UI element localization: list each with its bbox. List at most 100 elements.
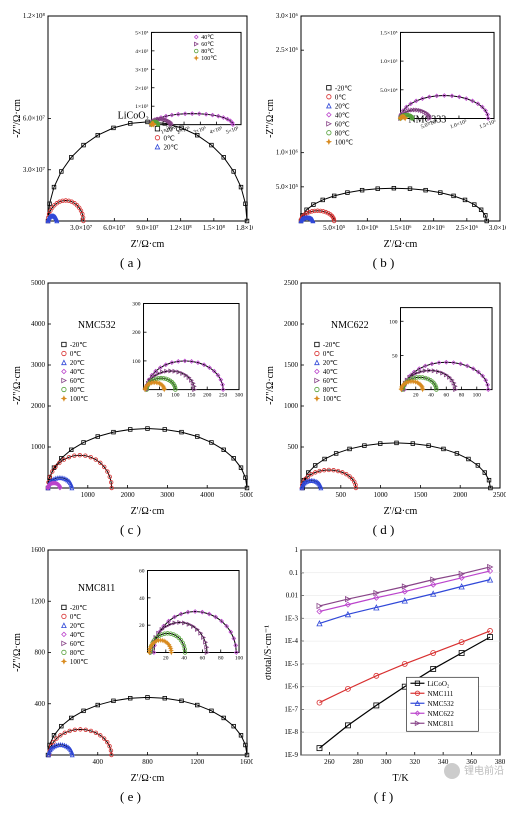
svg-text:4000: 4000 bbox=[200, 491, 215, 499]
svg-text:100: 100 bbox=[389, 319, 398, 325]
svg-text:40℃: 40℃ bbox=[201, 35, 214, 41]
svg-text:50: 50 bbox=[392, 353, 398, 359]
svg-text:100℃: 100℃ bbox=[335, 138, 354, 146]
svg-text:2000: 2000 bbox=[453, 491, 468, 499]
svg-text:1.0×10⁶: 1.0×10⁶ bbox=[276, 149, 299, 157]
svg-text:NMC811: NMC811 bbox=[78, 583, 115, 594]
svg-text:250: 250 bbox=[219, 393, 228, 399]
svg-text:260: 260 bbox=[324, 758, 335, 766]
line-panel-f: 2602803003203403603801E-91E-81E-71E-61E-… bbox=[261, 542, 506, 787]
svg-text:-Z''/Ω·cm: -Z''/Ω·cm bbox=[12, 633, 23, 672]
svg-text:2000: 2000 bbox=[121, 491, 136, 499]
svg-text:1.2×10⁸: 1.2×10⁸ bbox=[23, 12, 46, 20]
svg-text:4000: 4000 bbox=[31, 320, 46, 328]
svg-text:300: 300 bbox=[235, 393, 244, 399]
svg-text:80℃: 80℃ bbox=[335, 129, 350, 137]
svg-text:σtotal/S·cm⁻¹: σtotal/S·cm⁻¹ bbox=[263, 625, 274, 680]
svg-text:5.0×10⁴: 5.0×10⁴ bbox=[380, 88, 397, 94]
svg-text:320: 320 bbox=[409, 758, 420, 766]
svg-text:3000: 3000 bbox=[31, 361, 46, 369]
svg-text:5.0×10⁵: 5.0×10⁵ bbox=[323, 224, 346, 232]
svg-text:300: 300 bbox=[132, 302, 141, 308]
svg-text:1.5×10⁵: 1.5×10⁵ bbox=[380, 30, 397, 36]
svg-text:80: 80 bbox=[218, 656, 224, 662]
svg-text:100℃: 100℃ bbox=[323, 395, 342, 403]
svg-text:1000: 1000 bbox=[374, 491, 389, 499]
svg-text:1.8×10⁸: 1.8×10⁸ bbox=[236, 224, 253, 232]
svg-text:Z'/Ω·cm: Z'/Ω·cm bbox=[384, 239, 418, 250]
svg-text:1: 1 bbox=[295, 546, 299, 554]
svg-text:60: 60 bbox=[444, 393, 450, 399]
svg-text:80℃: 80℃ bbox=[201, 49, 214, 55]
svg-text:60℃: 60℃ bbox=[335, 120, 350, 128]
svg-text:1.0×10⁵: 1.0×10⁵ bbox=[449, 119, 467, 131]
svg-text:NMC532: NMC532 bbox=[78, 320, 116, 331]
svg-text:0.01: 0.01 bbox=[286, 592, 299, 600]
svg-text:Z'/Ω·cm: Z'/Ω·cm bbox=[131, 506, 165, 517]
svg-text:-Z''/Ω·cm: -Z''/Ω·cm bbox=[12, 99, 23, 138]
svg-text:20℃: 20℃ bbox=[70, 359, 85, 367]
svg-text:1E-6: 1E-6 bbox=[284, 683, 298, 691]
panel-e: 4008001200160040080012001600-20℃0℃20℃40℃… bbox=[8, 542, 253, 805]
svg-text:100: 100 bbox=[171, 393, 180, 399]
svg-text:1.0×10⁵: 1.0×10⁵ bbox=[380, 59, 397, 65]
svg-text:40℃: 40℃ bbox=[70, 368, 85, 376]
svg-text:1E-9: 1E-9 bbox=[284, 751, 298, 759]
svg-text:40: 40 bbox=[139, 596, 145, 602]
svg-text:4×10⁵: 4×10⁵ bbox=[209, 126, 224, 136]
nyquist-panel-b: 5.0×10⁵1.0×10⁶1.5×10⁶2.0×10⁶2.5×10⁶3.0×1… bbox=[261, 8, 506, 253]
svg-text:6.0×10⁷: 6.0×10⁷ bbox=[23, 115, 46, 123]
svg-text:100℃: 100℃ bbox=[201, 56, 217, 62]
panel-c: 1000200030004000500010002000300040005000… bbox=[8, 275, 253, 538]
nyquist-panel-e: 4008001200160040080012001600-20℃0℃20℃40℃… bbox=[8, 542, 253, 787]
svg-text:0℃: 0℃ bbox=[323, 350, 335, 358]
svg-text:100: 100 bbox=[473, 393, 482, 399]
panel-a: 3.0×10⁷ 6.0×10⁷ 9.0×10⁷ 1.2×10⁸ 1.5×10⁸ 1.8×1… bbox=[8, 8, 253, 271]
svg-text:-Z''/Ω·cm: -Z''/Ω·cm bbox=[265, 366, 276, 405]
svg-text:1.5×10⁸: 1.5×10⁸ bbox=[203, 224, 226, 232]
svg-text:50: 50 bbox=[157, 393, 163, 399]
svg-text:20℃: 20℃ bbox=[335, 102, 350, 110]
panel-label-d: ( d ) bbox=[261, 522, 506, 538]
svg-text:1600: 1600 bbox=[31, 546, 46, 554]
svg-text:0.1: 0.1 bbox=[289, 569, 298, 577]
svg-text:1200: 1200 bbox=[31, 597, 46, 605]
svg-text:80℃: 80℃ bbox=[323, 386, 338, 394]
svg-text:2.5×10⁶: 2.5×10⁶ bbox=[456, 224, 479, 232]
svg-text:80℃: 80℃ bbox=[70, 386, 85, 394]
svg-text:60: 60 bbox=[200, 656, 206, 662]
svg-text:-Z''/Ω·cm: -Z''/Ω·cm bbox=[265, 99, 276, 138]
svg-text:20℃: 20℃ bbox=[163, 143, 178, 151]
svg-text:9.0×10⁷: 9.0×10⁷ bbox=[136, 224, 159, 232]
svg-text:Z'/Ω·cm: Z'/Ω·cm bbox=[131, 239, 165, 250]
svg-text:3.0×10⁶: 3.0×10⁶ bbox=[276, 12, 299, 20]
nyquist-panel-c: 1000200030004000500010002000300040005000… bbox=[8, 275, 253, 520]
svg-text:100℃: 100℃ bbox=[70, 395, 89, 403]
svg-text:5000: 5000 bbox=[240, 491, 253, 499]
svg-text:60℃: 60℃ bbox=[70, 640, 85, 648]
svg-text:1E-3: 1E-3 bbox=[284, 614, 298, 622]
watermark: 锂电前沿 bbox=[444, 762, 504, 779]
svg-text:-20℃: -20℃ bbox=[335, 84, 352, 92]
svg-text:60: 60 bbox=[139, 569, 145, 575]
svg-text:-20℃: -20℃ bbox=[323, 341, 340, 349]
svg-text:5×10⁵: 5×10⁵ bbox=[135, 30, 148, 36]
svg-text:1E-4: 1E-4 bbox=[284, 637, 298, 645]
svg-text:1000: 1000 bbox=[81, 491, 96, 499]
svg-text:20: 20 bbox=[139, 623, 145, 629]
nyquist-panel-d: 50010001500200025005001000150020002500-2… bbox=[261, 275, 506, 520]
panel-label-f: ( f ) bbox=[261, 789, 506, 805]
svg-text:60℃: 60℃ bbox=[201, 42, 214, 48]
svg-text:400: 400 bbox=[93, 758, 104, 766]
svg-text:NMC811: NMC811 bbox=[427, 720, 454, 728]
svg-text:100℃: 100℃ bbox=[70, 658, 89, 666]
svg-text:20: 20 bbox=[163, 656, 169, 662]
svg-text:500: 500 bbox=[336, 491, 347, 499]
panel-b: 5.0×10⁵1.0×10⁶1.5×10⁶2.0×10⁶2.5×10⁶3.0×1… bbox=[261, 8, 506, 271]
svg-text:3.0×10⁷: 3.0×10⁷ bbox=[70, 224, 93, 232]
svg-text:NMC111: NMC111 bbox=[427, 690, 453, 698]
svg-text:1E-5: 1E-5 bbox=[284, 660, 298, 668]
svg-text:0℃: 0℃ bbox=[163, 134, 175, 142]
panel-label-a: ( a ) bbox=[8, 255, 253, 271]
svg-text:1×10⁵: 1×10⁵ bbox=[135, 104, 148, 110]
